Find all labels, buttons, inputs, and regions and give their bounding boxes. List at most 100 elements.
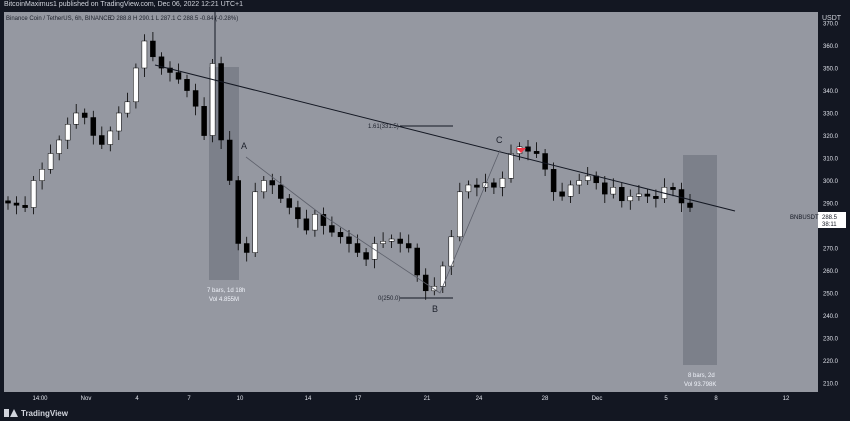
candle-down — [619, 187, 625, 202]
time-tick-label: 17 — [355, 396, 362, 402]
last-price-tag — [818, 212, 846, 228]
candle-up — [431, 286, 438, 292]
candle-down — [201, 106, 207, 136]
candle-down — [235, 180, 241, 244]
candle-down — [5, 200, 11, 204]
time-tick-label: 21 — [424, 396, 431, 402]
price-tag-symbol: BNBUSDT — [790, 215, 819, 221]
candle-down — [397, 238, 403, 244]
price-tick-label: 310.0 — [823, 157, 839, 163]
candle-down — [405, 243, 412, 249]
range-2-vol: Vol 93.798K — [684, 382, 716, 388]
price-tick-label: 330.0 — [823, 112, 839, 118]
candle-down — [90, 117, 97, 136]
range-1-vol: Vol 4.855M — [209, 297, 239, 303]
candle-up — [261, 180, 267, 193]
time-tick-label: 14 — [305, 396, 312, 402]
candle-up — [576, 180, 582, 186]
header-bar: BitcoinMaximus1 published on TradingView… — [0, 0, 850, 12]
candle-up — [584, 175, 591, 181]
candle-up — [124, 101, 131, 114]
range-2-bars: 8 bars, 2d — [688, 373, 715, 379]
candle-up — [388, 238, 395, 242]
candle-down — [337, 232, 344, 238]
candle-down — [320, 214, 327, 226]
candle-down — [278, 184, 284, 199]
price-tick-label: 250.0 — [823, 292, 839, 298]
candle-up — [47, 153, 54, 170]
candle-down — [593, 175, 599, 184]
ohlc-legend: O 288.8 H 290.1 L 287.1 C 288.5 -0.84 (-… — [110, 16, 238, 22]
price-tick-label: 270.0 — [823, 247, 839, 253]
time-tick-label: 8 — [714, 396, 718, 402]
date-price-range-2[interactable] — [683, 155, 717, 365]
candle-down — [99, 135, 105, 145]
price-tick-label: 350.0 — [823, 67, 839, 73]
tradingview-brand: TradingView — [21, 408, 68, 418]
candle-down — [474, 184, 480, 188]
price-tick-label: 210.0 — [823, 382, 839, 388]
time-tick-label: 12 — [783, 396, 790, 402]
sell-arrow-marker[interactable] — [516, 148, 526, 153]
candle-down — [303, 218, 310, 231]
candle-up — [312, 214, 318, 231]
fib-label-top: 1.61(331.5) — [368, 124, 399, 130]
time-axis-ticks: 14:00 Nov 4 7 10 14 17 21 24 28 Dec 5 8 12 — [32, 396, 790, 402]
tradingview-logo-icon — [4, 408, 18, 418]
candle-up — [636, 193, 642, 197]
candle-down — [269, 180, 276, 186]
range-1-bars: 7 bars, 1d 18h — [207, 288, 245, 294]
candle-down — [226, 139, 233, 181]
candle-up — [39, 169, 45, 181]
candle-up — [567, 184, 574, 197]
last-price-value: 288.5 — [822, 215, 838, 221]
candle-up — [627, 196, 634, 202]
candle-down — [13, 202, 20, 206]
price-tick-label: 240.0 — [823, 314, 839, 320]
candle-down — [167, 67, 173, 73]
candle-down — [491, 182, 497, 188]
candle-up — [30, 180, 37, 208]
candle-up — [610, 187, 617, 195]
tradingview-logo: TradingView — [4, 406, 68, 420]
wave-label-a: A — [241, 141, 247, 151]
candle-down — [414, 247, 420, 276]
descending-trendline[interactable] — [154, 64, 736, 212]
time-tick-label: Dec — [592, 396, 603, 402]
candle-down — [184, 79, 190, 91]
price-tick-label: 290.0 — [823, 202, 839, 208]
candle-down — [295, 207, 301, 220]
candle-up — [252, 191, 258, 253]
candle-down — [243, 243, 250, 253]
candle-up — [107, 130, 114, 145]
abc-wave-path[interactable] — [245, 149, 501, 294]
candle-down — [22, 205, 28, 208]
time-tick-label: 24 — [476, 396, 483, 402]
price-tick-label: 340.0 — [823, 89, 839, 95]
candle-up — [380, 241, 386, 244]
candle-up — [508, 153, 514, 179]
candle-up — [209, 63, 216, 136]
candle-down — [81, 112, 88, 118]
candle-up — [465, 184, 472, 193]
candle-up — [371, 243, 378, 260]
candle-up — [440, 265, 446, 287]
candle-down — [653, 196, 659, 199]
price-tick-label: 360.0 — [823, 44, 839, 50]
candle-up — [499, 178, 506, 188]
candle-down — [533, 151, 540, 154]
candle-down — [644, 193, 651, 197]
time-tick-label: Nov — [81, 396, 92, 402]
candle-down — [559, 191, 565, 197]
candle-up — [141, 40, 148, 69]
price-tick-label: 220.0 — [823, 359, 839, 365]
candle-down — [687, 202, 693, 208]
candle-down — [175, 72, 182, 80]
candle-up — [116, 112, 122, 132]
candle-up — [73, 112, 79, 125]
candle-down — [329, 225, 335, 233]
price-tick-label: 370.0 — [823, 22, 839, 28]
price-tick-label: 230.0 — [823, 337, 839, 343]
time-tick-label: 7 — [187, 396, 191, 402]
